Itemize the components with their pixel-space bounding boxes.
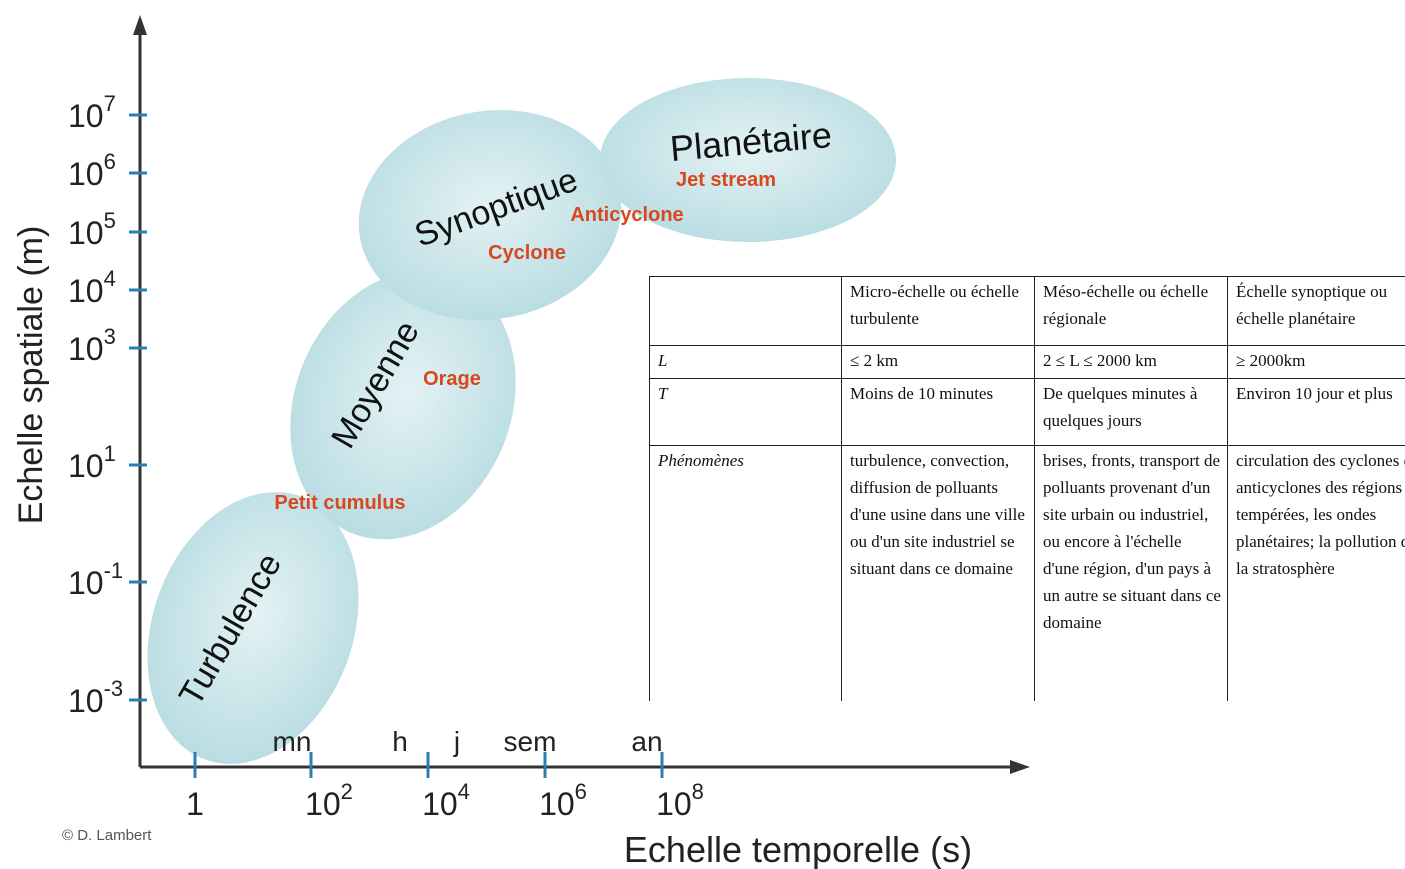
table-cell: ≤ 2 km	[841, 345, 1035, 379]
phenomenon: Jet stream	[676, 169, 776, 191]
table-wrap: Micro-échelle ou échelle turbulente Méso-…	[649, 276, 1405, 701]
table-cell: Méso-échelle ou échelle régionale	[1034, 276, 1228, 346]
tick-label: 1	[186, 786, 204, 822]
tick-exp: 1	[104, 441, 116, 466]
tick-base: 10	[68, 448, 104, 484]
tick-exp: 5	[104, 208, 116, 233]
table-cell: 2 ≤ L ≤ 2000 km	[1034, 345, 1228, 379]
phenomenon: Anticyclone	[570, 204, 683, 226]
tick-base: 10	[305, 786, 341, 822]
tick-base: 1	[186, 786, 204, 822]
tick-exp: 6	[104, 149, 116, 174]
zones-shapes	[147, 78, 896, 764]
table-cell	[649, 276, 842, 346]
table-cell: Moins de 10 minutes	[841, 378, 1035, 446]
phenomenon: Cyclone	[488, 242, 566, 264]
phenomenon: Petit cumulus	[274, 492, 405, 514]
tick-label: 104	[68, 266, 116, 309]
tick-base: 10	[68, 565, 104, 601]
table-cell: circulation des cyclones et anticyclones…	[1227, 445, 1405, 701]
time-unit: h	[392, 726, 408, 757]
y-arrow	[133, 15, 147, 35]
tick-exp: 8	[692, 779, 704, 804]
time-unit: j	[453, 726, 460, 757]
x-axis-title: Echelle temporelle (s)	[624, 829, 972, 869]
tick-label: 102	[305, 779, 353, 822]
axes	[138, 30, 1015, 769]
tick-base: 10	[68, 215, 104, 251]
tick-exp: 3	[104, 324, 116, 349]
tick-label: 104	[422, 779, 470, 822]
tick-base: 10	[68, 273, 104, 309]
tick-base: 10	[68, 156, 104, 192]
tick-label: 106	[68, 149, 116, 192]
tick-base: 10	[68, 683, 104, 719]
tick-exp: 4	[458, 779, 470, 804]
tick-exp: -1	[104, 558, 124, 583]
tick-label: 10-1	[68, 558, 123, 601]
zone-shape	[290, 270, 516, 540]
table-cell: De quelques minutes à quelques jours	[1034, 378, 1228, 446]
tick-base: 10	[422, 786, 458, 822]
table-cell: Environ 10 jour et plus	[1227, 378, 1405, 446]
phenomenon: Orage	[423, 368, 481, 390]
tick-base: 10	[68, 98, 104, 134]
zone-shape	[358, 110, 622, 320]
table-cell: Micro-échelle ou échelle turbulente	[841, 276, 1035, 346]
tick-exp: 2	[341, 779, 353, 804]
tick-label: 106	[539, 779, 587, 822]
time-unit: sem	[504, 726, 557, 757]
table-row: Micro-échelle ou échelle turbulente Méso-…	[649, 276, 1405, 346]
tick-label: 108	[656, 779, 704, 822]
tick-base: 10	[656, 786, 692, 822]
tick-base: 10	[539, 786, 575, 822]
table-row: Phénomènes turbulence, convection, diffus…	[649, 445, 1405, 701]
x-arrow	[1010, 760, 1030, 774]
tick-exp: 4	[104, 266, 116, 291]
time-unit: mn	[273, 726, 312, 757]
zone-shape	[600, 78, 896, 242]
table-cell: L	[649, 345, 842, 379]
tick-exp: 7	[104, 91, 116, 116]
tick-label: 101	[68, 441, 116, 484]
tick-label: 103	[68, 324, 116, 367]
tick-label: 105	[68, 208, 116, 251]
table-cell: Phénomènes	[649, 445, 842, 701]
table-cell: ≥ 2000km	[1227, 345, 1405, 379]
tick-exp: 6	[575, 779, 587, 804]
time-unit: an	[631, 726, 662, 757]
table-row: T Moins de 10 minutes De quelques minutes …	[649, 378, 1405, 446]
tick-exp: -3	[104, 676, 124, 701]
table: Micro-échelle ou échelle turbulente Méso-…	[649, 276, 1405, 701]
tick-label: 107	[68, 91, 116, 134]
table-cell: turbulence, convection, diffusion de pol…	[841, 445, 1035, 701]
tick-base: 10	[68, 331, 104, 367]
table-row: L ≤ 2 km 2 ≤ L ≤ 2000 km ≥ 2000km	[649, 345, 1405, 379]
tick-label: 10-3	[68, 676, 123, 719]
zone-shape	[147, 492, 359, 764]
credit: © D. Lambert	[62, 827, 152, 844]
table-cell: Échelle synoptique ou échelle planétaire	[1227, 276, 1405, 346]
table-cell: brises, fronts, transport de polluants p…	[1034, 445, 1228, 701]
table-cell: T	[649, 378, 842, 446]
y-axis-title: Echelle spatiale (m)	[12, 226, 50, 525]
